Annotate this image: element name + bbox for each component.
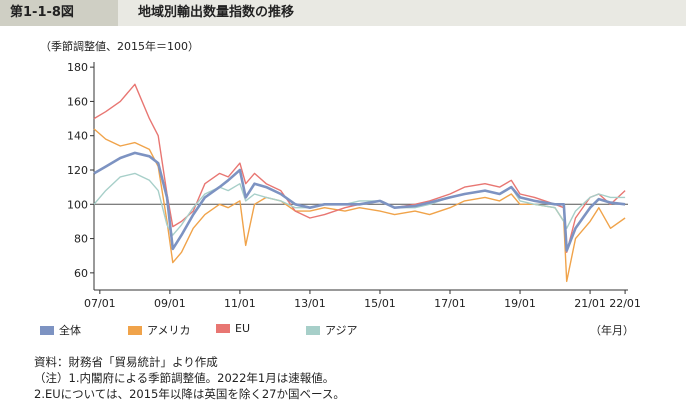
period-label: （年月） <box>590 324 634 337</box>
x-tick-label: 17/01 <box>434 297 466 310</box>
legend-swatch <box>216 324 230 333</box>
source-note: 資料：財務省「貿易統計」より作成 <box>34 355 218 369</box>
legend-item: 全体 <box>40 322 81 338</box>
series-line-1 <box>93 151 626 252</box>
legend-item: EU <box>216 322 250 335</box>
x-tick-label: 11/01 <box>224 297 256 310</box>
note-2: 2.EUについては、2015年以降は英国を除く27か国ベース。 <box>34 387 345 401</box>
y-tick-label: 180 <box>67 61 88 74</box>
x-tick-label: 15/01 <box>364 297 396 310</box>
note-1: （注）1.内閣府による季節調整値。2022年1月は速報値。 <box>34 371 335 385</box>
legend-swatch <box>128 325 142 335</box>
y-tick-label: 140 <box>67 130 88 143</box>
x-tick-label: 07/01 <box>84 297 116 310</box>
figure-number: 第1-1-8図 <box>0 0 118 26</box>
legend-label: EU <box>235 322 251 335</box>
x-tick-label: 22/01 <box>609 297 641 310</box>
y-tick-label: 120 <box>67 164 88 177</box>
figure-header: 第1-1-8図 地域別輸出数量指数の推移 <box>0 0 686 26</box>
legend-item: アメリカ <box>128 322 190 338</box>
unit-note: （季節調整値、2015年＝100） <box>40 40 199 53</box>
x-tick-label: 13/01 <box>294 297 326 310</box>
series-line-3 <box>93 83 626 253</box>
x-tick-label: 21/01 <box>574 297 606 310</box>
legend-item: アジア <box>306 322 358 338</box>
legend-label: アジア <box>325 324 358 337</box>
y-tick-label: 60 <box>74 267 88 280</box>
y-tick-label: 100 <box>67 198 88 211</box>
x-tick-label: 09/01 <box>154 297 186 310</box>
legend-swatch <box>40 325 54 335</box>
x-tick-label: 19/01 <box>504 297 536 310</box>
legend-swatch <box>306 325 320 335</box>
legend-label: 全体 <box>59 324 81 337</box>
y-tick-label: 160 <box>67 95 88 108</box>
y-tick-label: 80 <box>74 233 88 246</box>
legend-label: アメリカ <box>147 324 191 337</box>
figure-title: 地域別輸出数量指数の推移 <box>138 5 295 20</box>
